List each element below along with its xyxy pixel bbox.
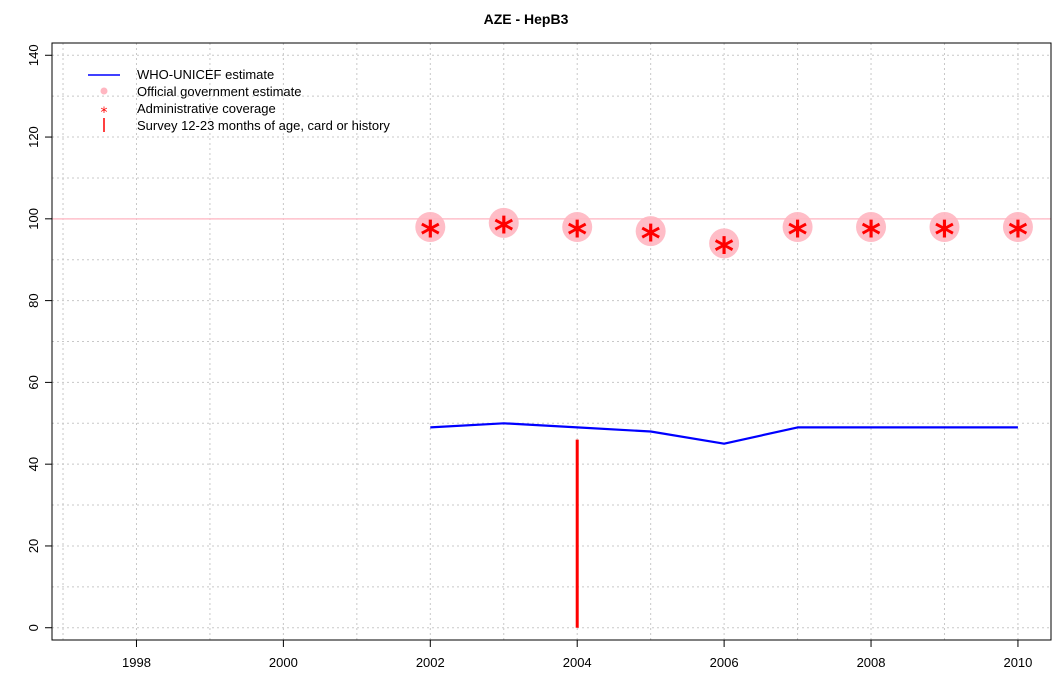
official-estimate-point bbox=[415, 212, 446, 243]
administrative-coverage-point: * bbox=[788, 213, 808, 257]
legend-label: WHO-UNICEF estimate bbox=[137, 67, 274, 82]
legend-label: Administrative coverage bbox=[137, 101, 276, 116]
y-tick-label: 20 bbox=[26, 539, 41, 553]
administrative-coverage-point: * bbox=[494, 209, 514, 253]
official-estimate-point bbox=[562, 212, 593, 243]
legend-label: Official government estimate bbox=[137, 84, 302, 99]
x-tick-label: 1998 bbox=[122, 655, 151, 670]
official-estimate-point bbox=[488, 207, 519, 238]
chart-title: AZE - HepB3 bbox=[484, 11, 569, 27]
official-estimate-point bbox=[1002, 212, 1033, 243]
y-tick-label: 140 bbox=[26, 44, 41, 66]
y-tick-label: 0 bbox=[26, 624, 41, 631]
x-tick-label: 2000 bbox=[269, 655, 298, 670]
x-tick-label: 2006 bbox=[710, 655, 739, 670]
plot-frame bbox=[51, 42, 1052, 641]
legend-label: Survey 12-23 months of age, card or hist… bbox=[137, 118, 390, 133]
administrative-coverage-series: * * * * * * * * * bbox=[420, 209, 1028, 273]
official-estimate-point bbox=[929, 212, 960, 243]
y-axis: 0 20 40 60 80 100 120 140 bbox=[26, 44, 52, 631]
official-estimate-point bbox=[856, 212, 887, 243]
administrative-coverage-point: * bbox=[861, 213, 881, 257]
legend-dot-swatch bbox=[100, 87, 108, 95]
official-estimate-point bbox=[782, 212, 813, 243]
x-tick-label: 2004 bbox=[563, 655, 592, 670]
x-tick-label: 2010 bbox=[1003, 655, 1032, 670]
administrative-coverage-point: * bbox=[935, 213, 955, 257]
x-tick-label: 2002 bbox=[416, 655, 445, 670]
legend-asterisk-swatch: * bbox=[101, 105, 108, 121]
official-estimate-point bbox=[709, 228, 740, 259]
y-tick-label: 60 bbox=[26, 375, 41, 389]
official-estimate-series bbox=[415, 207, 1033, 259]
y-tick-label: 100 bbox=[26, 208, 41, 230]
legend: WHO-UNICEF estimate Official government e… bbox=[88, 67, 390, 133]
administrative-coverage-point: * bbox=[641, 217, 661, 261]
who-unicef-estimate-line bbox=[430, 422, 1018, 445]
official-estimate-point bbox=[635, 216, 666, 247]
y-tick-label: 40 bbox=[26, 457, 41, 471]
grid bbox=[52, 43, 1051, 640]
administrative-coverage-point: * bbox=[567, 213, 587, 257]
administrative-coverage-point: * bbox=[1008, 213, 1028, 257]
y-tick-label: 120 bbox=[26, 126, 41, 148]
x-axis: 1998 2000 2002 2004 2006 2008 2010 bbox=[122, 640, 1032, 670]
y-tick-label: 80 bbox=[26, 293, 41, 307]
x-tick-label: 2008 bbox=[857, 655, 886, 670]
who-unicef-series bbox=[430, 422, 1018, 445]
administrative-coverage-point: * bbox=[714, 229, 734, 273]
administrative-coverage-point: * bbox=[420, 213, 440, 257]
